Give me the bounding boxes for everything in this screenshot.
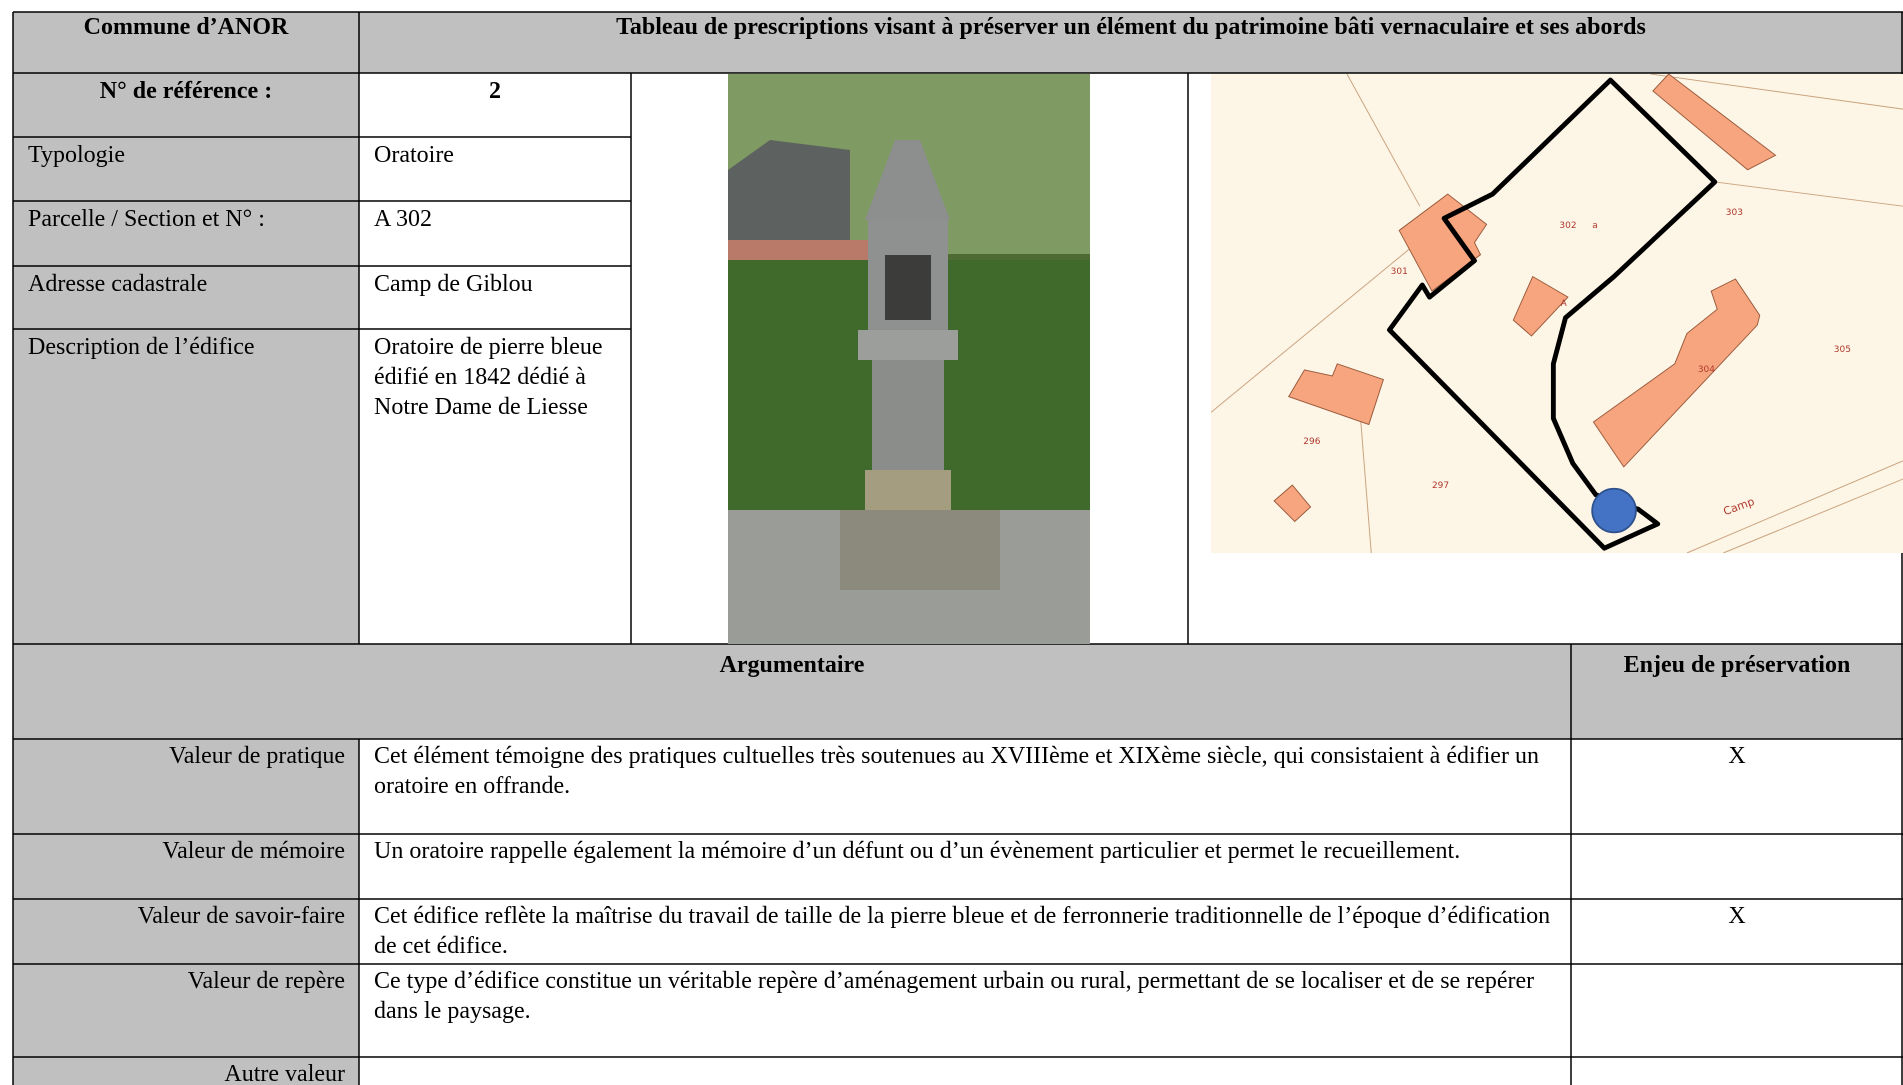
map-label: 304 <box>1697 365 1716 376</box>
field-value: Camp de Giblou <box>374 271 533 297</box>
field-label: Description de l’édifice <box>28 334 255 360</box>
value-text: Ce type d’édifice constitue un véritable… <box>374 968 1535 1024</box>
field-label: Typologie <box>28 142 125 168</box>
value-text: Cet élément témoigne des pratiques cultu… <box>374 743 1539 799</box>
map-label: 297 <box>1431 480 1450 491</box>
value-text: Un oratoire rappelle également la mémoir… <box>374 838 1461 864</box>
map-label: a <box>1592 221 1598 231</box>
enjeu-mark: X <box>1728 903 1746 929</box>
photo <box>728 74 1090 644</box>
column-header: Enjeu de préservation <box>1623 652 1851 678</box>
field-label: Adresse cadastrale <box>28 271 208 297</box>
column-header: Argumentaire <box>719 652 865 678</box>
value-text: Cet édifice reflète la maîtrise du trava… <box>374 903 1551 959</box>
value-label: Valeur de pratique <box>169 743 345 769</box>
map-label: 296 <box>1303 436 1321 447</box>
value-label: Valeur de repère <box>187 968 345 994</box>
field-label: N° de référence : <box>99 78 273 104</box>
map-label: A <box>1560 298 1567 309</box>
map-label: 302 <box>1559 221 1577 231</box>
field-value: Oratoire <box>374 142 454 168</box>
value-label: Valeur de savoir-faire <box>137 903 345 929</box>
field-value: 2 <box>489 78 501 104</box>
enjeu-mark: X <box>1728 743 1746 769</box>
map-label: 303 <box>1725 207 1743 218</box>
field-value: A 302 <box>374 206 433 232</box>
map-label: 305 <box>1833 344 1851 355</box>
table-title: Tableau de prescriptions visant à préser… <box>616 14 1646 40</box>
map-label: 301 <box>1390 267 1408 278</box>
value-label: Autre valeur <box>224 1061 345 1085</box>
value-label: Valeur de mémoire <box>162 838 345 864</box>
commune: Commune d’ANOR <box>83 14 289 40</box>
field-value: Oratoire de pierre bleue édifié en 1842 … <box>374 334 603 420</box>
field-label: Parcelle / Section et N° : <box>28 206 265 232</box>
cadastral-map <box>1211 74 1903 553</box>
